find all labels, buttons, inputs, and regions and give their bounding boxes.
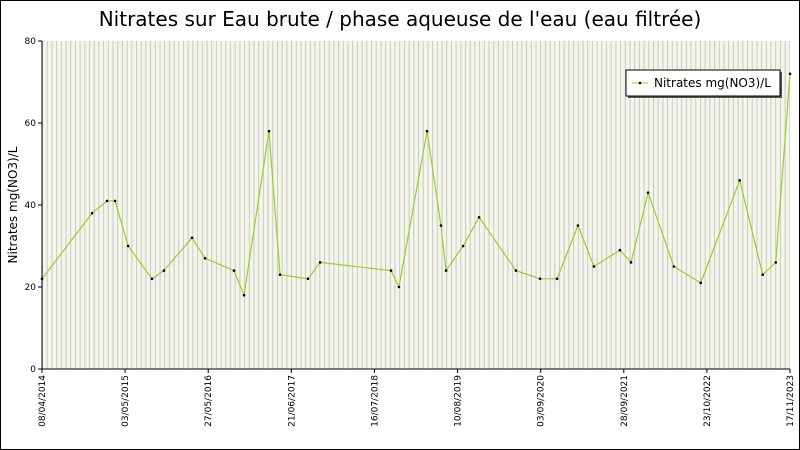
point xyxy=(788,72,792,76)
point xyxy=(203,257,207,260)
point xyxy=(278,273,282,277)
series-line xyxy=(41,73,791,298)
point xyxy=(592,265,596,268)
x-tick-label: 08/04/2014 xyxy=(38,375,48,427)
point xyxy=(389,269,393,272)
point xyxy=(576,224,580,227)
legend-box xyxy=(625,69,781,97)
point xyxy=(190,236,194,240)
x-tick-label: 21/06/2017 xyxy=(287,375,297,427)
point xyxy=(538,277,542,281)
point xyxy=(439,224,443,227)
y-tick-label: 40 xyxy=(25,201,37,211)
point xyxy=(514,269,518,272)
point xyxy=(646,191,650,194)
x-tick-label: 28/09/2021 xyxy=(620,375,630,427)
y-tick-label: 60 xyxy=(25,119,37,129)
point xyxy=(40,277,44,281)
y-tick-label: 20 xyxy=(25,283,37,293)
x-tick-label: 10/08/2019 xyxy=(454,375,464,427)
y-axis-label: Nitrates mg(NO3)/L xyxy=(6,146,20,263)
point xyxy=(150,277,154,281)
point xyxy=(425,129,429,133)
x-tick-label: 27/05/2016 xyxy=(204,375,214,427)
point xyxy=(444,269,448,272)
x-tick-label: 17/11/2023 xyxy=(786,375,796,427)
legend-label: Nitrates mg(NO3)/L xyxy=(654,76,771,90)
point xyxy=(162,269,166,272)
point xyxy=(774,261,778,264)
y-tick-label: 80 xyxy=(25,37,37,47)
x-tick-label: 23/10/2022 xyxy=(703,375,713,427)
point xyxy=(242,293,246,297)
point xyxy=(397,285,401,289)
point xyxy=(672,265,676,268)
chart-title: Nitrates sur Eau brute / phase aqueuse d… xyxy=(99,7,702,31)
point xyxy=(232,269,236,272)
point xyxy=(113,199,117,203)
y-tick-label: 0 xyxy=(30,365,36,375)
point xyxy=(699,281,703,285)
legend-marker xyxy=(638,81,642,85)
point xyxy=(629,261,633,264)
x-tick-label: 03/05/2015 xyxy=(121,375,131,427)
point xyxy=(126,244,130,248)
x-tick-label: 03/09/2020 xyxy=(537,375,547,427)
point xyxy=(761,273,765,277)
point xyxy=(105,199,109,203)
x-tick-label: 16/07/2018 xyxy=(370,375,380,427)
point xyxy=(318,261,322,264)
point xyxy=(90,211,94,215)
point xyxy=(267,129,271,133)
point xyxy=(618,248,622,252)
point xyxy=(738,179,742,182)
point xyxy=(477,216,481,219)
point xyxy=(555,277,559,281)
point xyxy=(461,244,465,248)
point xyxy=(306,277,310,281)
